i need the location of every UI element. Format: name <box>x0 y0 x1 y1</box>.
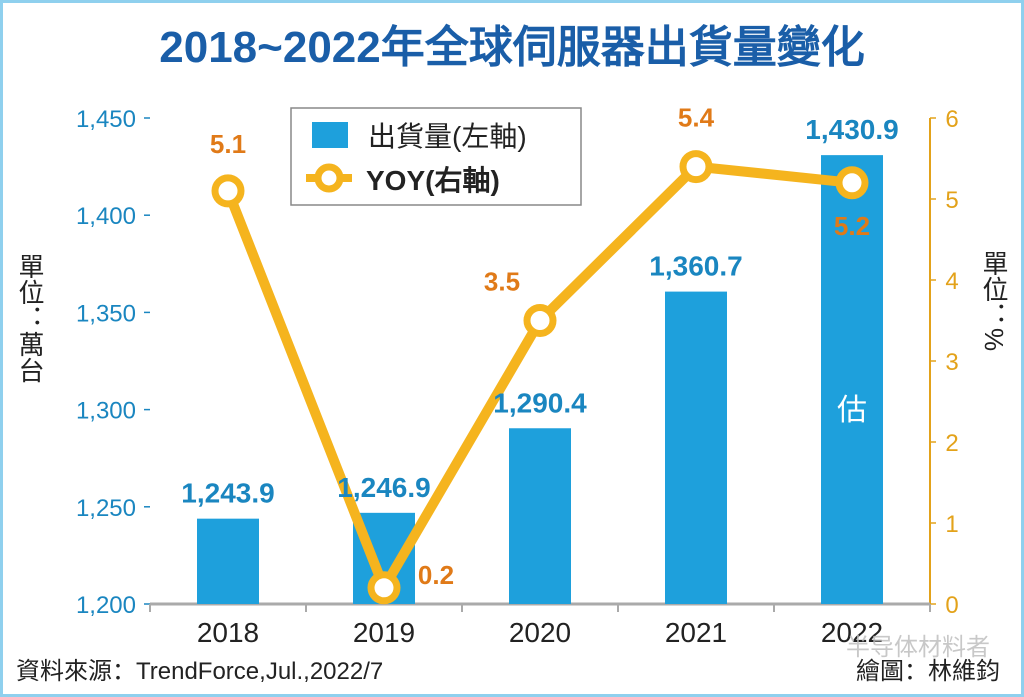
x-axis-tick-label: 2019 <box>353 617 415 648</box>
legend: 出貨量(左軸) YOY(右軸) <box>290 107 582 206</box>
x-axis-tick-label: 2021 <box>665 617 727 648</box>
left-axis-tick-label: 1,350 <box>76 300 136 327</box>
right-axis-tick-label: 0 <box>945 592 958 619</box>
legend-bar-swatch <box>312 122 348 148</box>
bar-value-label: 1,430.9 <box>805 114 898 145</box>
yoy-point-2018 <box>211 174 245 208</box>
left-axis-label: 單位：萬台 <box>15 253 45 383</box>
yoy-point-2021 <box>679 150 713 184</box>
bar-value-label: 1,243.9 <box>181 478 274 509</box>
bar-value-label: 1,246.9 <box>337 472 430 503</box>
left-axis-tick-label: 1,400 <box>76 203 136 230</box>
right-axis-label: 單位：% <box>979 250 1009 351</box>
right-axis-tick-label: 4 <box>945 268 958 295</box>
x-axis-tick-label: 2020 <box>509 617 571 648</box>
right-axis-tick-label: 6 <box>945 106 958 133</box>
left-axis-tick-label: 1,300 <box>76 398 136 425</box>
legend-bar-label: 出貨量(左軸) <box>368 121 527 152</box>
right-axis-tick-label: 2 <box>945 430 958 457</box>
yoy-value-label: 5.2 <box>834 211 870 241</box>
watermark: 半导体材料者 <box>846 634 990 661</box>
x-axis-tick-label: 2018 <box>197 617 259 648</box>
x-axis-tick-label: 2022 <box>821 617 883 648</box>
legend-line-marker <box>314 163 344 193</box>
right-axis-tick-label: 1 <box>945 511 958 538</box>
right-axis-tick-label: 3 <box>945 349 958 376</box>
bar-value-label: 1,360.7 <box>649 251 742 282</box>
source-note: 資料來源：TrendForce,Jul.,2022/7 <box>16 658 383 685</box>
yoy-point-2022 <box>835 166 869 200</box>
left-axis-tick-label: 1,200 <box>76 592 136 619</box>
estimate-label: 估 <box>837 394 867 427</box>
yoy-point-2020 <box>523 304 557 337</box>
left-axis-tick-label: 1,250 <box>76 495 136 522</box>
left-axis-tick-label: 1,450 <box>76 106 136 133</box>
bar-2022 <box>821 155 883 604</box>
bar-2021 <box>665 291 727 604</box>
legend-line-label: YOY(右軸) <box>366 165 500 196</box>
bar-value-label: 1,290.4 <box>493 387 587 418</box>
yoy-value-label: 5.1 <box>210 129 246 159</box>
chart-title: 2018~2022年全球伺服器出貨量變化 <box>159 22 864 72</box>
bar-2018 <box>197 518 259 604</box>
yoy-value-label: 5.4 <box>678 103 715 133</box>
bar-2020 <box>509 428 571 604</box>
yoy-value-label: 0.2 <box>418 560 454 590</box>
credit-note: 繪圖：林維鈞 <box>856 658 1000 685</box>
yoy-value-label: 3.5 <box>484 267 520 297</box>
yoy-point-2019 <box>367 571 401 605</box>
right-axis-tick-label: 5 <box>945 187 958 214</box>
